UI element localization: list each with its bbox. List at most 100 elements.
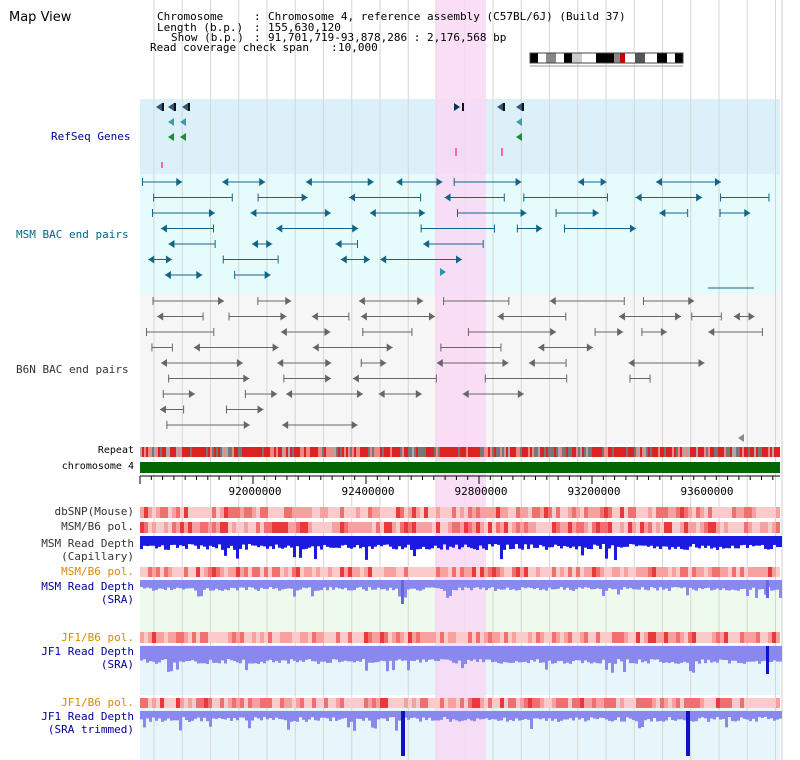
repeat-mark xyxy=(236,447,238,457)
polymorphism-mark xyxy=(604,522,608,533)
polymorphism-mark xyxy=(380,632,384,643)
read-depth-bar xyxy=(461,580,464,591)
read-depth-bar xyxy=(401,711,405,756)
read-depth-bar xyxy=(449,646,452,661)
polymorphism-mark xyxy=(396,522,400,533)
read-depth-bar xyxy=(683,711,686,721)
bac-end-mark xyxy=(508,297,510,305)
polymorphism-mark xyxy=(220,632,224,643)
read-depth-bar xyxy=(143,646,146,660)
polymorphism-mark xyxy=(404,522,408,533)
polymorphism-mark xyxy=(452,632,456,643)
dbsnp-label[interactable]: dbSNP(Mouse) xyxy=(54,505,134,518)
read-depth-bar xyxy=(464,711,467,721)
read-depth-bar xyxy=(593,536,596,545)
polymorphism-mark xyxy=(292,522,296,533)
read-depth-bar xyxy=(554,580,557,590)
msm-depth-sra-label[interactable]: MSM Read Depth xyxy=(41,580,134,593)
msm-b6-pol-label[interactable]: MSM/B6 pol. xyxy=(61,520,134,533)
polymorphism-mark xyxy=(492,698,496,708)
bac-end-mark xyxy=(761,328,763,336)
polymorphism-mark xyxy=(712,632,716,643)
read-depth-bar xyxy=(458,580,461,588)
repeat-mark xyxy=(360,447,362,457)
repeat-mark xyxy=(606,447,608,457)
read-depth-bar xyxy=(680,646,683,663)
read-depth-bar xyxy=(497,711,500,721)
polymorphism-mark xyxy=(208,567,212,577)
polymorphism-mark xyxy=(260,698,264,708)
read-depth-bar xyxy=(377,580,380,588)
repeat-mark xyxy=(356,447,358,457)
read-depth-bar xyxy=(176,646,179,670)
repeat-mark xyxy=(506,447,508,457)
msm-depth-cap-label[interactable]: MSM Read Depth xyxy=(41,537,134,550)
polymorphism-mark xyxy=(144,522,148,533)
repeat-mark xyxy=(662,447,664,457)
polymorphism-mark xyxy=(520,507,524,518)
read-depth-bar xyxy=(239,711,242,718)
polymorphism-mark xyxy=(316,522,320,533)
polymorphism-mark xyxy=(372,507,376,518)
read-depth-bar xyxy=(362,580,365,590)
read-depth-bar xyxy=(317,536,320,547)
read-depth-bar xyxy=(662,536,665,547)
read-depth-bar xyxy=(692,711,695,722)
read-depth-bar xyxy=(209,536,212,546)
read-depth-bar xyxy=(770,580,773,591)
read-depth-bar xyxy=(290,580,293,589)
jf1-b6-pol2-label[interactable]: JF1/B6 pol. xyxy=(61,696,134,709)
bac-end-mark xyxy=(423,240,430,248)
read-depth-bar xyxy=(443,711,446,718)
repeat-mark xyxy=(734,447,736,457)
polymorphism-mark xyxy=(664,567,668,577)
read-depth-bar xyxy=(290,536,293,548)
repeat-mark xyxy=(640,447,642,457)
bac-end-mark xyxy=(351,421,358,429)
jf1-depth-sra-label[interactable]: JF1 Read Depth xyxy=(41,645,134,658)
bac-end-mark xyxy=(312,343,319,352)
polymorphism-mark xyxy=(432,632,436,643)
bac-end-mark xyxy=(649,374,651,383)
refseq-genes-label[interactable]: RefSeq Genes xyxy=(51,130,131,143)
read-depth-bar xyxy=(404,711,407,718)
read-depth-bar xyxy=(551,580,554,590)
read-depth-bar xyxy=(323,646,326,662)
polymorphism-mark xyxy=(560,632,564,643)
polymorphism-mark xyxy=(244,507,248,518)
repeat-mark xyxy=(544,447,546,457)
msm-bac-label[interactable]: MSM BAC end pairs xyxy=(16,228,129,241)
repeat-mark xyxy=(328,447,330,457)
repeat-mark xyxy=(404,447,406,457)
bac-end-mark xyxy=(435,374,437,383)
polymorphism-mark xyxy=(516,698,520,708)
chromosome-ideogram-icon xyxy=(572,53,582,63)
repeat-mark xyxy=(160,447,162,457)
polymorphism-mark xyxy=(772,507,776,518)
polymorphism-mark xyxy=(756,567,760,577)
polymorphism-mark xyxy=(632,522,636,533)
jf1-b6-pol-label[interactable]: JF1/B6 pol. xyxy=(61,631,134,644)
polymorphism-mark xyxy=(392,632,396,643)
bac-end-mark xyxy=(520,209,527,217)
b6n-bac-label[interactable]: B6N BAC end pairs xyxy=(16,363,129,376)
read-depth-bar xyxy=(380,580,383,590)
refseq-gene-mark xyxy=(516,118,522,126)
polymorphism-mark xyxy=(716,522,720,533)
polymorphism-mark xyxy=(660,522,664,533)
polymorphism-mark xyxy=(716,567,720,577)
polymorphism-mark xyxy=(488,698,492,708)
jf1-depth-trim-label[interactable]: JF1 Read Depth xyxy=(41,710,134,723)
msm-b6-pol2-label[interactable]: MSM/B6 pol. xyxy=(61,565,134,578)
repeat-mark xyxy=(484,447,486,457)
polymorphism-mark xyxy=(680,522,684,533)
repeat-mark xyxy=(552,447,554,457)
bac-end-mark xyxy=(502,359,509,367)
polymorphism-mark xyxy=(632,632,636,643)
polymorphism-mark xyxy=(552,632,556,643)
read-depth-bar xyxy=(593,646,596,663)
polymorphism-mark xyxy=(720,632,724,643)
read-depth-bar xyxy=(407,646,410,671)
repeat-mark xyxy=(490,447,492,457)
read-depth-bar xyxy=(599,646,602,664)
